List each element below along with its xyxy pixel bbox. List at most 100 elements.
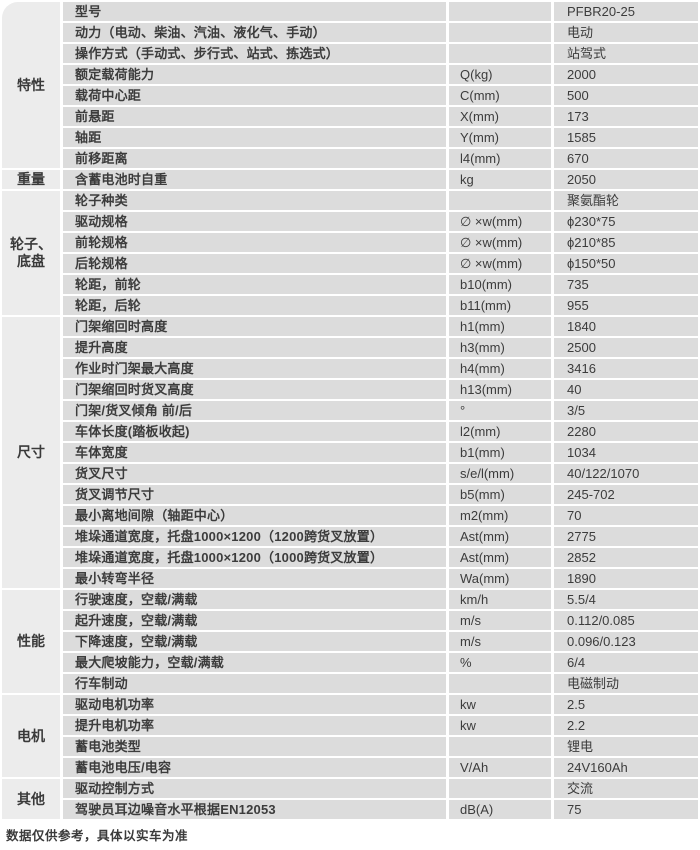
spec-value-cell: 6/4: [554, 653, 698, 672]
spec-value-cell: 2050: [554, 170, 698, 189]
spec-section: 其他 驱动控制方式 交流 驾驶员耳边噪音水平根据EN12053 dB(A) 75: [2, 779, 698, 819]
table-row: 货叉尺寸 s/e/l(mm) 40/122/1070: [63, 464, 698, 483]
section-rows: 含蓄电池时自重 kg 2050: [63, 170, 698, 189]
spec-value-cell: 2000: [554, 65, 698, 84]
spec-value-cell: 245-702: [554, 485, 698, 504]
parameter-name-cell: 门架缩回时货叉高度: [63, 380, 446, 399]
table-row: 门架/货叉倾角 前/后 ° 3/5: [63, 401, 698, 420]
parameter-name-cell: 后轮规格: [63, 254, 446, 273]
symbol-unit-cell: l2(mm): [449, 422, 551, 441]
parameter-name-cell: 蓄电池电压/电容: [63, 758, 446, 777]
spec-value-cell: 站驾式: [554, 44, 698, 63]
table-row: 轴距 Y(mm) 1585: [63, 128, 698, 147]
table-row: 前悬距 X(mm) 173: [63, 107, 698, 126]
parameter-name-cell: 车体长度(踏板收起): [63, 422, 446, 441]
parameter-name-cell: 动力（电动、柴油、汽油、液化气、手动）: [63, 23, 446, 42]
spec-value-cell: 交流: [554, 779, 698, 798]
parameter-name-cell: 最小转弯半径: [63, 569, 446, 588]
spec-value-cell: 3416: [554, 359, 698, 378]
spec-section: 特性 型号 PFBR20-25 动力（电动、柴油、汽油、液化气、手动） 电动 操作方式（手…: [2, 2, 698, 168]
section-category-label: 其他: [2, 779, 60, 819]
table-row: 后轮规格 ∅ ×w(mm) ϕ150*50: [63, 254, 698, 273]
section-category-label: 重量: [2, 170, 60, 189]
table-row: 行驶速度，空载/满载 km/h 5.5/4: [63, 590, 698, 609]
table-row: 驱动电机功率 kw 2.5: [63, 695, 698, 714]
spec-section: 性能 行驶速度，空载/满载 km/h 5.5/4 起升速度，空载/满载 m/s 0.112/…: [2, 590, 698, 693]
spec-value-cell: 1585: [554, 128, 698, 147]
symbol-unit-cell: [449, 2, 551, 21]
parameter-name-cell: 车体宽度: [63, 443, 446, 462]
symbol-unit-cell: b11(mm): [449, 296, 551, 315]
symbol-unit-cell: m2(mm): [449, 506, 551, 525]
spec-value-cell: 1034: [554, 443, 698, 462]
parameter-name-cell: 驾驶员耳边噪音水平根据EN12053: [63, 800, 446, 819]
symbol-unit-cell: m/s: [449, 611, 551, 630]
section-rows: 型号 PFBR20-25 动力（电动、柴油、汽油、液化气、手动） 电动 操作方式（手动式…: [63, 2, 698, 168]
spec-value-cell: 2775: [554, 527, 698, 546]
table-row: 门架缩回时货叉高度 h13(mm) 40: [63, 380, 698, 399]
spec-value-cell: 0.112/0.085: [554, 611, 698, 630]
symbol-unit-cell: Ast(mm): [449, 527, 551, 546]
table-row: 车体宽度 b1(mm) 1034: [63, 443, 698, 462]
spec-value-cell: 电动: [554, 23, 698, 42]
symbol-unit-cell: °: [449, 401, 551, 420]
table-row: 货叉调节尺寸 b5(mm) 245-702: [63, 485, 698, 504]
spec-value-cell: 40: [554, 380, 698, 399]
symbol-unit-cell: l4(mm): [449, 149, 551, 168]
spec-value-cell: 电磁制动: [554, 674, 698, 693]
symbol-unit-cell: kw: [449, 695, 551, 714]
parameter-name-cell: 起升速度，空载/满载: [63, 611, 446, 630]
table-row: 轮距，前轮 b10(mm) 735: [63, 275, 698, 294]
symbol-unit-cell: [449, 779, 551, 798]
symbol-unit-cell: h4(mm): [449, 359, 551, 378]
parameter-name-cell: 操作方式（手动式、步行式、站式、拣选式）: [63, 44, 446, 63]
table-row: 前移距离 l4(mm) 670: [63, 149, 698, 168]
spec-value-cell: 500: [554, 86, 698, 105]
parameter-name-cell: 提升电机功率: [63, 716, 446, 735]
section-rows: 门架缩回时高度 h1(mm) 1840 提升高度 h3(mm) 2500 作业时门架最大高度…: [63, 317, 698, 588]
symbol-unit-cell: kw: [449, 716, 551, 735]
spec-value-cell: 670: [554, 149, 698, 168]
table-row: 最小转弯半径 Wa(mm) 1890: [63, 569, 698, 588]
spec-section: 尺寸 门架缩回时高度 h1(mm) 1840 提升高度 h3(mm) 2500 作业时门架最大…: [2, 317, 698, 588]
symbol-unit-cell: h1(mm): [449, 317, 551, 336]
table-row: 载荷中心距 C(mm) 500: [63, 86, 698, 105]
section-rows: 驱动控制方式 交流 驾驶员耳边噪音水平根据EN12053 dB(A) 75: [63, 779, 698, 819]
symbol-unit-cell: Q(kg): [449, 65, 551, 84]
table-row: 额定载荷能力 Q(kg) 2000: [63, 65, 698, 84]
spec-value-cell: 2.5: [554, 695, 698, 714]
parameter-name-cell: 最小离地间隙（轴距中心）: [63, 506, 446, 525]
parameter-name-cell: 蓄电池类型: [63, 737, 446, 756]
spec-value-cell: 735: [554, 275, 698, 294]
symbol-unit-cell: Ast(mm): [449, 548, 551, 567]
symbol-unit-cell: m/s: [449, 632, 551, 651]
table-row: 驱动规格 ∅ ×w(mm) ϕ230*75: [63, 212, 698, 231]
symbol-unit-cell: b1(mm): [449, 443, 551, 462]
spec-section: 重量 含蓄电池时自重 kg 2050: [2, 170, 698, 189]
parameter-name-cell: 堆垛通道宽度，托盘1000×1200（1000跨货叉放置）: [63, 548, 446, 567]
parameter-name-cell: 轮子种类: [63, 191, 446, 210]
section-category-label: 性能: [2, 590, 60, 693]
parameter-name-cell: 作业时门架最大高度: [63, 359, 446, 378]
parameter-name-cell: 下降速度，空载/满载: [63, 632, 446, 651]
spec-value-cell: 955: [554, 296, 698, 315]
symbol-unit-cell: b10(mm): [449, 275, 551, 294]
spec-value-cell: ϕ150*50: [554, 254, 698, 273]
table-row: 蓄电池电压/电容 V/Ah 24V160Ah: [63, 758, 698, 777]
spec-value-cell: 1890: [554, 569, 698, 588]
table-row: 起升速度，空载/满载 m/s 0.112/0.085: [63, 611, 698, 630]
parameter-name-cell: 最大爬坡能力，空载/满载: [63, 653, 446, 672]
symbol-unit-cell: %: [449, 653, 551, 672]
symbol-unit-cell: b5(mm): [449, 485, 551, 504]
spec-value-cell: 173: [554, 107, 698, 126]
spec-value-cell: 40/122/1070: [554, 464, 698, 483]
parameter-name-cell: 行车制动: [63, 674, 446, 693]
parameter-name-cell: 货叉调节尺寸: [63, 485, 446, 504]
spec-value-cell: 0.096/0.123: [554, 632, 698, 651]
table-row: 最大爬坡能力，空载/满载% 6/4: [63, 653, 698, 672]
table-row: 蓄电池类型 锂电: [63, 737, 698, 756]
spec-value-cell: 24V160Ah: [554, 758, 698, 777]
section-rows: 驱动电机功率 kw 2.5 提升电机功率 kw 2.2 蓄电池类型 锂电 蓄电池电压/电容 V/A…: [63, 695, 698, 777]
spec-value-cell: 75: [554, 800, 698, 819]
